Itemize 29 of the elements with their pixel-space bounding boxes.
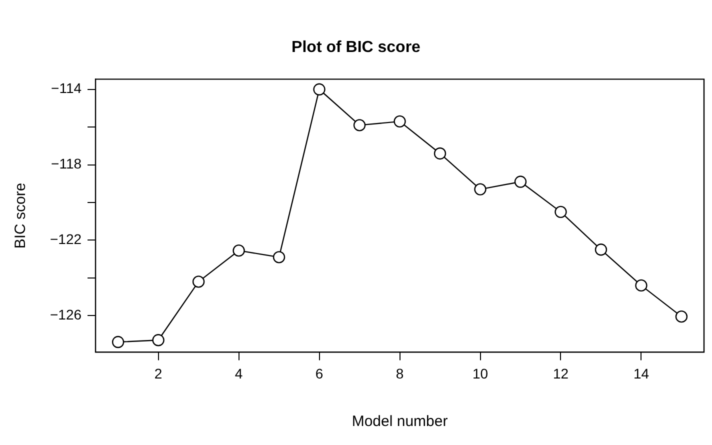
point [112,336,124,348]
point [353,119,366,132]
x-axis-title: Model number [352,413,448,430]
x-tick-label: 12 [552,365,569,382]
x-tick-label: 4 [234,365,243,382]
x-tick-label: 8 [396,365,404,382]
y-tick-label: −126 [50,306,82,322]
point [594,244,608,256]
point [434,147,446,160]
point [675,310,688,323]
x-tick-label: 6 [315,365,324,382]
point [192,276,205,288]
y-axis-title: BIC score [12,182,30,249]
y-tick-label: −122 [50,231,82,248]
point [272,251,286,264]
point [313,83,326,96]
point [514,176,527,188]
x-tick-label: 10 [472,365,488,382]
point [635,279,648,292]
point [394,115,406,128]
y-tick-label: −118 [51,156,82,172]
point [554,206,567,218]
chart-title: Plot of BIC score [292,39,421,56]
x-tick-label: 2 [154,365,162,382]
point [474,183,486,196]
y-tick-label: −114 [51,80,82,96]
x-tick-label: 14 [633,365,650,382]
point [232,244,245,257]
point [152,334,164,346]
